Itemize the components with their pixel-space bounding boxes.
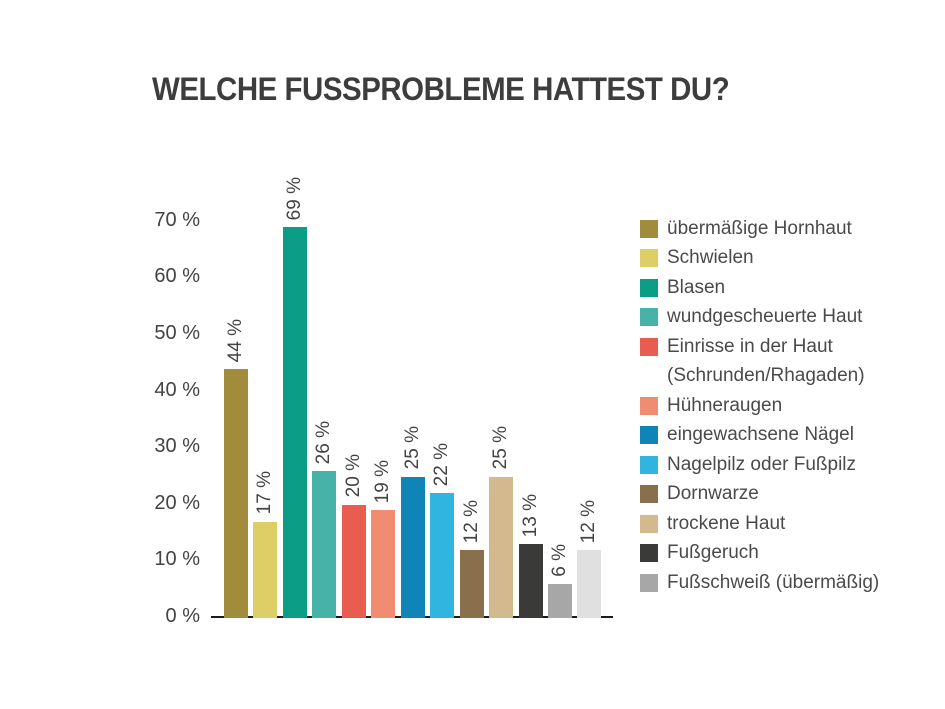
bar: 12 %: [577, 500, 602, 618]
legend-label: Dornwarze: [667, 483, 759, 505]
bar-value-label: 19 %: [372, 460, 394, 504]
legend-item: Hühneraugen: [640, 391, 879, 421]
bar-value-label: 44 %: [225, 318, 246, 362]
bar-value-label: 25 %: [401, 426, 423, 470]
bar-value-label: 17 %: [254, 471, 276, 515]
bar-value-label: 12 %: [578, 499, 600, 544]
legend-swatch: [640, 337, 658, 356]
legend-label: (Schrunden/Rhagaden): [667, 365, 865, 387]
bar-value-label: 69 %: [283, 177, 305, 221]
legend-label: Blasen: [667, 276, 726, 298]
legend-item: Fußgeruch: [640, 539, 879, 569]
legend-label: Nagelpilz oder Fußpilz: [667, 453, 857, 475]
legend-swatch: [640, 573, 658, 592]
bar: 25 %: [400, 426, 425, 618]
legend-swatch: [640, 514, 658, 533]
legend-label: eingewachsene Nägel: [667, 424, 854, 446]
y-axis-tick-label: 0 %: [165, 605, 200, 627]
bar: 26 %: [312, 421, 337, 618]
legend-swatch: [640, 544, 658, 563]
bar-value-label: 25 %: [490, 426, 512, 470]
legend-swatch: [640, 396, 658, 415]
legend-swatch: [640, 485, 658, 504]
bar-value-label: 22 %: [431, 443, 453, 487]
legend-label: übermäßige Hornhaut: [667, 217, 852, 239]
chart-title: WELCHE FUSSPROBLEME HATTEST DU?: [152, 71, 730, 107]
bar: 44 %: [224, 319, 248, 618]
legend-item: Fußschweiß (übermäßig): [640, 568, 879, 598]
legend-item: Nagelpilz oder Fußpilz: [640, 450, 879, 480]
y-axis-tick-label: 50 %: [154, 322, 200, 344]
bar: 22 %: [430, 443, 455, 618]
legend-swatch: [640, 455, 658, 474]
legend-item: übermäßige Hornhaut: [640, 214, 879, 244]
y-axis-tick-label: 70 %: [154, 208, 200, 231]
y-axis-tick-label: 60 %: [154, 265, 200, 288]
legend-swatch: [640, 219, 658, 238]
bar-value-label: 13 %: [519, 494, 541, 538]
bar: 13 %: [518, 494, 543, 618]
legend-swatch: [640, 426, 658, 445]
y-axis-tick-label: 20 %: [154, 491, 200, 514]
legend-label: Hühneraugen: [667, 394, 783, 416]
legend-label: Einrisse in der Haut: [667, 335, 833, 357]
legend-label: wundgescheuerte Haut: [667, 306, 863, 328]
bar: 12 %: [459, 500, 484, 618]
legend-item: Dornwarze: [640, 480, 879, 510]
legend-item: trockene Haut: [640, 509, 879, 539]
bar: 19 %: [371, 460, 396, 618]
y-axis-tick-label: 30 %: [154, 435, 200, 458]
legend-swatch-spacer: [640, 367, 658, 385]
legend-swatch: [640, 278, 658, 297]
legend-item-wrap-line: (Schrunden/Rhagaden): [640, 362, 879, 392]
bar: 69 %: [282, 177, 307, 618]
bar: 6 %: [547, 544, 572, 618]
y-axis-tick-label: 40 %: [154, 378, 200, 401]
bar-value-label: 6 %: [548, 544, 570, 578]
bar-value-label: 26 %: [313, 420, 335, 464]
legend-label: trockene Haut: [667, 512, 786, 534]
bar-value-label: 12 %: [460, 499, 482, 544]
legend-swatch: [640, 308, 658, 327]
legend-label: Fußgeruch: [667, 542, 759, 564]
legend-label: Schwielen: [667, 247, 754, 269]
legend-item: Einrisse in der Haut: [640, 332, 879, 362]
legend-item: Schwielen: [640, 244, 879, 274]
legend-item: eingewachsene Nägel: [640, 421, 879, 451]
legend-item: wundgescheuerte Haut: [640, 303, 879, 333]
bar-value-label: 20 %: [342, 454, 364, 498]
legend: übermäßige Hornhaut Schwielen Blasen wundge…: [640, 214, 879, 598]
y-axis-tick-label: 10 %: [154, 548, 200, 571]
legend-swatch: [640, 249, 658, 268]
legend-item: Blasen: [640, 273, 879, 303]
bar: 20 %: [341, 454, 366, 618]
bar: 25 %: [489, 426, 514, 618]
legend-label: Fußschweiß (übermäßig): [667, 571, 880, 593]
bar: 17 %: [253, 471, 278, 618]
